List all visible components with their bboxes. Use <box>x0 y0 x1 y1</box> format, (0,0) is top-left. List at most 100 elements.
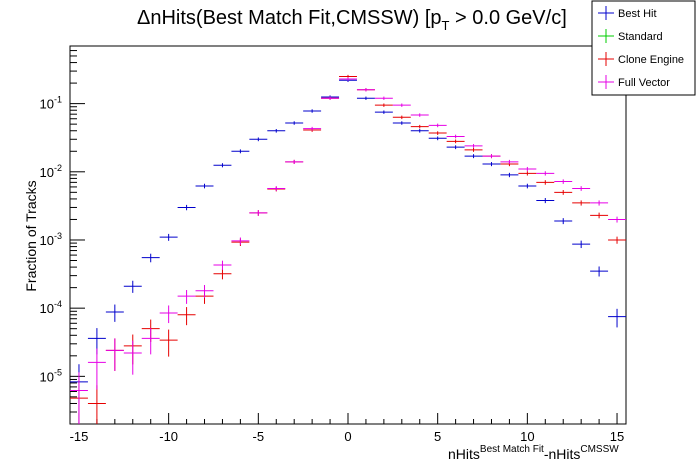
data-point <box>590 200 609 206</box>
x-axis-label-a-sup: Best Match Fit <box>480 444 544 455</box>
y-tick-label-exponent: -1 <box>54 95 62 105</box>
data-point <box>554 218 573 225</box>
legend-label: Full Vector <box>618 77 670 89</box>
legend-entry: Best Hit <box>598 6 657 20</box>
chart-title-subscript: T <box>442 18 450 33</box>
y-tick-label-base: 10 <box>40 301 54 316</box>
y-tick-label: 10-3 <box>40 231 62 248</box>
data-point <box>392 103 411 107</box>
data-point <box>446 145 465 150</box>
data-point <box>303 109 322 113</box>
data-point <box>70 372 88 424</box>
data-point <box>177 307 196 326</box>
data-point <box>536 180 555 185</box>
data-point <box>410 128 429 133</box>
series-group <box>70 77 626 424</box>
data-point <box>141 253 160 263</box>
x-tick-label: 5 <box>434 429 441 444</box>
data-point <box>303 126 322 131</box>
x-axis-label: nHitsBest Match Fit-nHitsCMSSW <box>448 444 619 462</box>
data-point <box>590 212 609 219</box>
data-point <box>590 266 609 277</box>
x-tick-label: -15 <box>70 429 89 444</box>
data-point <box>141 328 160 355</box>
legend: Best Hit Standard Clone Engine Full Vector <box>591 0 696 96</box>
data-point <box>321 96 340 100</box>
data-point <box>392 115 411 120</box>
x-tick-label: -10 <box>159 429 178 444</box>
data-point <box>518 166 537 172</box>
data-point <box>159 329 178 357</box>
data-point <box>482 154 501 159</box>
y-tick-label: 10-4 <box>40 299 62 316</box>
data-point <box>177 290 196 304</box>
y-tick-label-base: 10 <box>40 97 54 112</box>
y-tick-label: 10-1 <box>40 95 62 112</box>
plot-frame <box>69 45 627 425</box>
chart-title: ΔnHits(Best Match Fit,CMSSW) [pT > 0.0 G… <box>137 7 567 33</box>
series-group <box>70 78 626 424</box>
data-point <box>339 77 357 81</box>
x-tick-label: 0 <box>344 429 351 444</box>
data-point <box>482 162 501 167</box>
x-axis-label-a: nHits <box>448 446 480 462</box>
data-point <box>500 172 519 178</box>
data-point <box>464 154 483 159</box>
data-point <box>392 121 411 125</box>
data-point <box>213 268 232 280</box>
legend-label: Standard <box>618 31 663 43</box>
data-point <box>518 183 537 189</box>
data-point <box>195 183 214 189</box>
data-point <box>195 285 214 298</box>
y-tick-label: 10-5 <box>40 367 62 384</box>
y-tick-label-base: 10 <box>40 233 54 248</box>
data-point <box>213 163 232 168</box>
data-point <box>428 123 447 128</box>
data-point <box>105 304 124 322</box>
data-point <box>428 136 447 141</box>
y-tick-label-base: 10 <box>40 165 54 180</box>
data-point <box>572 240 591 249</box>
data-point <box>608 236 626 244</box>
data-point <box>446 139 465 144</box>
data-point <box>374 103 393 107</box>
x-axis-label-b-sup: CMSSW <box>580 444 619 455</box>
chart-title-tail: > 0.0 GeV/c] <box>449 7 566 29</box>
data-point <box>213 260 232 270</box>
legend-box <box>591 0 696 96</box>
data-point <box>500 159 519 164</box>
data-point <box>249 210 268 216</box>
legend-label: Clone Engine <box>618 54 684 66</box>
y-tick-label-exponent: -5 <box>54 367 62 377</box>
x-tick-label: -5 <box>253 429 265 444</box>
y-tick-label-exponent: -4 <box>54 299 62 309</box>
x-tick-label: 10 <box>520 429 534 444</box>
legend-entry: Full Vector <box>598 75 670 89</box>
data-point <box>572 200 591 206</box>
data-point <box>374 110 393 114</box>
data-point <box>231 149 250 154</box>
data-point <box>536 198 555 204</box>
data-point <box>356 88 375 92</box>
data-point <box>572 186 591 191</box>
x-tick-label: 15 <box>610 429 624 444</box>
data-point <box>105 338 124 371</box>
data-point <box>410 113 429 117</box>
y-axis-label: Fraction of Tracks <box>23 180 39 291</box>
data-point <box>231 237 250 245</box>
data-point <box>87 385 106 424</box>
data-point <box>554 179 573 184</box>
data-point <box>410 124 429 129</box>
data-point <box>608 216 626 223</box>
data-point <box>356 96 375 100</box>
data-point <box>159 233 178 241</box>
data-points <box>70 74 626 424</box>
legend-label: Best Hit <box>618 8 657 20</box>
data-point <box>608 308 626 328</box>
data-point <box>87 348 106 390</box>
data-point <box>267 186 286 191</box>
data-point <box>464 147 483 152</box>
series-group <box>70 74 626 424</box>
data-point <box>123 340 142 375</box>
